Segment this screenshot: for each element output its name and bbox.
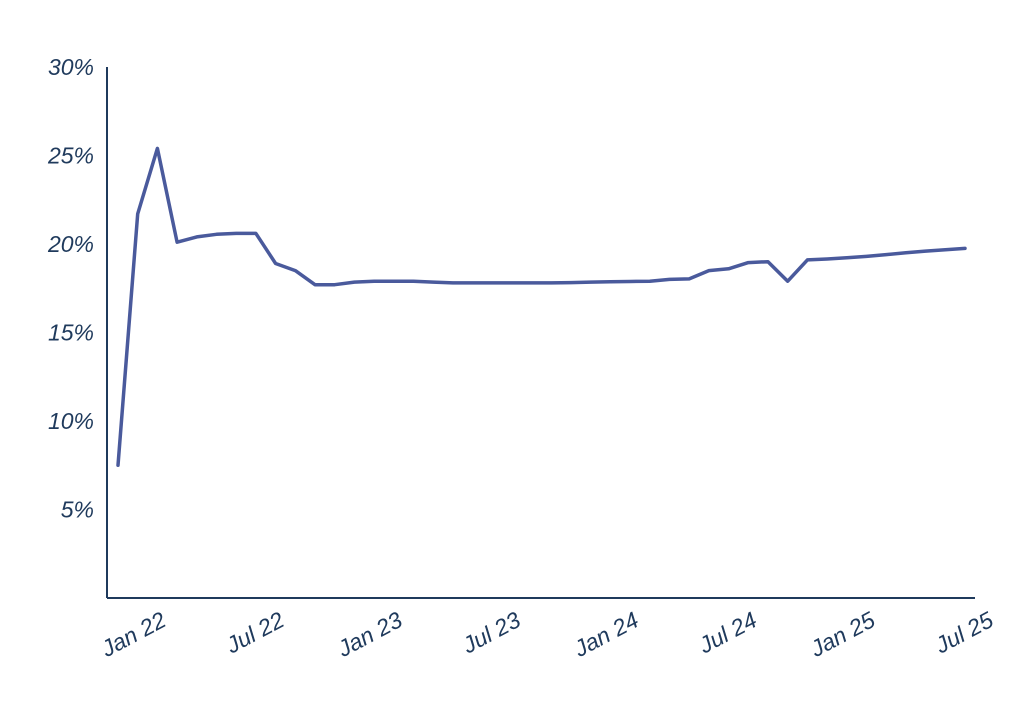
x-tick-labels: Jan 22 Jul 22 Jan 23 Jul 23 Jan 24 Jul 2…: [96, 606, 998, 662]
y-tick-label: 5%: [61, 497, 94, 523]
y-tick-label: 15%: [48, 320, 94, 346]
x-tick-label: Jul 22: [221, 606, 288, 658]
series-line: [116, 146, 967, 468]
x-tick-label: Jul 23: [457, 606, 524, 658]
x-tick-label: Jul 24: [694, 606, 761, 658]
x-tick-label: Jan 22: [96, 606, 170, 662]
x-tick-label: Jan 24: [569, 606, 643, 662]
x-tick-label: Jan 23: [332, 606, 406, 662]
y-tick-label: 20%: [47, 231, 94, 257]
x-tick-label: Jan 25: [805, 606, 879, 662]
x-tick-label: Jul 25: [930, 606, 997, 658]
y-tick-label: 25%: [47, 143, 94, 169]
y-tick-labels: 5% 10% 15% 20% 25% 30%: [47, 54, 94, 523]
y-tick-label: 30%: [48, 54, 94, 80]
y-tick-label: 10%: [48, 408, 94, 434]
